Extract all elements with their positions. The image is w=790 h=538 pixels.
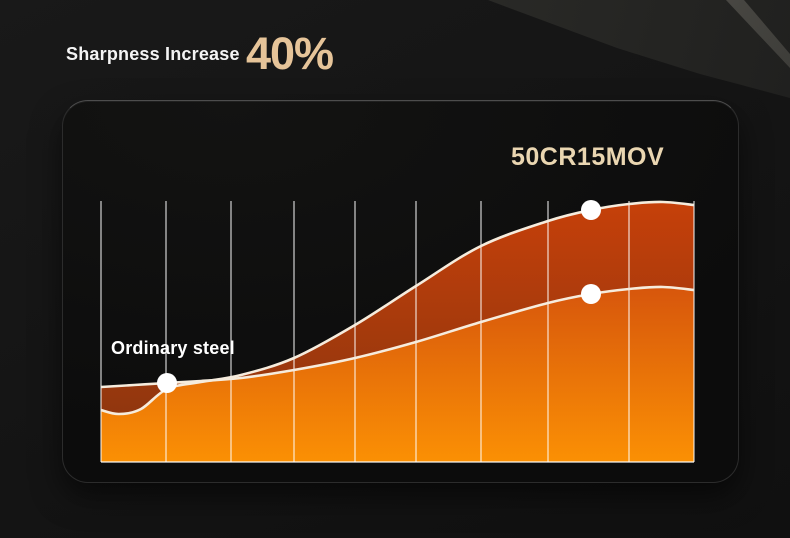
page-title: Sharpness Increase bbox=[66, 44, 240, 64]
between-series-fill bbox=[101, 201, 694, 415]
chart-panel: 50CR15MOV Ordinary steel bbox=[62, 100, 739, 483]
premium-series-line bbox=[100, 200, 695, 416]
marker-dot bbox=[581, 200, 601, 220]
sharpness-increase-value: 40% bbox=[246, 28, 334, 79]
sharpness-chart-svg bbox=[100, 200, 695, 463]
series-label-ordinary-steel: Ordinary steel bbox=[111, 338, 235, 358]
marker-dot bbox=[581, 284, 601, 304]
series-label-premium-steel: 50CR15MOV bbox=[511, 143, 665, 171]
marker-dot bbox=[157, 373, 177, 393]
